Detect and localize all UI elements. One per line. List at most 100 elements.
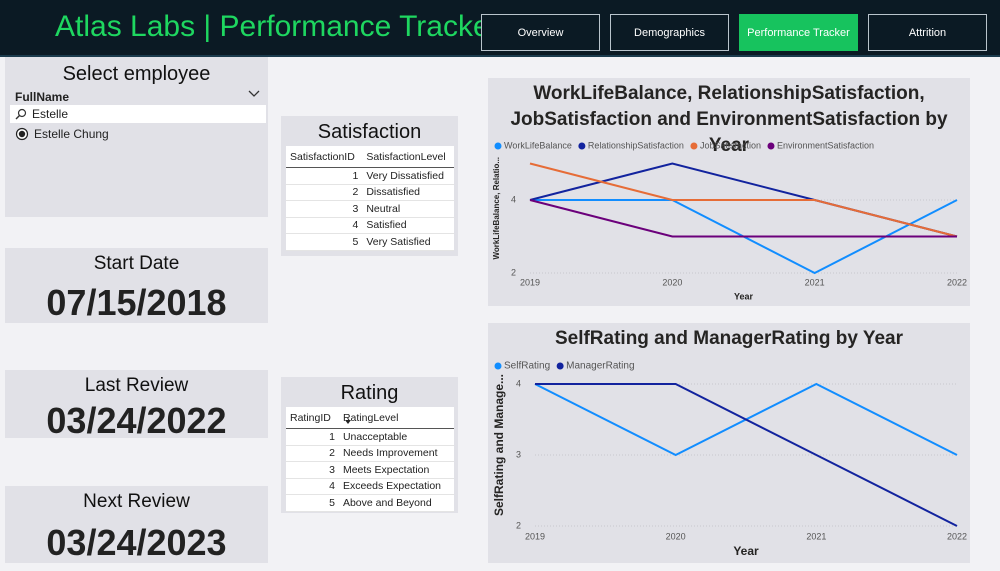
table-row: 3 Neutral <box>286 200 454 218</box>
table-cell: 5 <box>286 233 363 251</box>
table-cell: 1 <box>286 428 339 446</box>
card-label: Start Date <box>93 253 180 274</box>
table-title: Rating <box>340 382 399 404</box>
table-row: 1 Unacceptable <box>286 428 454 446</box>
legend-marker <box>690 142 698 150</box>
table-visual: Satisfaction SatisfactionID SatisfactionL… <box>281 116 458 256</box>
legend-label: WorkLifeBalance <box>504 140 572 150</box>
nav-button[interactable]: Overview <box>481 14 600 51</box>
nav-button[interactable]: Attrition <box>868 14 987 51</box>
legend-marker <box>494 142 502 150</box>
y-tick-label: 3 <box>516 449 521 459</box>
table-row: 5 Very Satisfied <box>286 233 454 251</box>
card: Last Review 03/24/2022 <box>5 370 268 441</box>
nav-button[interactable]: Performance Tracker <box>739 14 858 51</box>
x-axis-title: Year <box>733 544 759 558</box>
table-row: 1 Very Dissatisfied <box>286 167 454 185</box>
legend-label: EnvironmentSatisfaction <box>777 140 874 150</box>
column-header: RatingLevel <box>338 407 454 429</box>
card-value: 07/15/2018 <box>46 282 227 323</box>
table-cell: Needs Improvement <box>338 445 454 462</box>
table-cell: Meets Expectation <box>338 461 454 479</box>
slicer-field: FullName <box>15 90 70 104</box>
y-tick-label: 4 <box>511 194 516 204</box>
card-label: Last Review <box>84 375 189 396</box>
chart: 2 4 2019 2020 2021 2022 Year WorkLifeBalance, R… <box>492 140 967 301</box>
table-cell: Unacceptable <box>338 428 454 446</box>
y-tick-label: 2 <box>516 520 521 530</box>
x-tick-label: 2020 <box>666 531 686 541</box>
table-cell: Above and Beyond <box>338 494 454 512</box>
y-axis-title: SelfRating and Manage... <box>492 374 506 516</box>
chart: 2 3 4 2019 2020 2021 2022 Year SelfRating and Ma… <box>492 361 967 559</box>
table-cell: 4 <box>286 217 363 234</box>
column-header: RatingID <box>286 407 339 429</box>
chart-title: SelfRating and ManagerRating by Year <box>554 328 904 349</box>
search-icon <box>15 108 27 120</box>
table-visual: Rating RatingID RatingLevel 1 Unacceptable 2… <box>281 377 458 513</box>
table-cell: 3 <box>286 200 363 218</box>
table-cell: Very Satisfied <box>362 233 454 251</box>
chart-panel: WorkLifeBalance, RelationshipSatisfactio… <box>488 78 970 306</box>
table-cell: 2 <box>286 445 339 462</box>
legend-marker <box>578 142 586 150</box>
legend-marker <box>494 362 502 370</box>
table-cell: Very Dissatisfied <box>362 167 454 185</box>
table-row: 4 Satisfied <box>286 217 454 234</box>
x-tick-label: 2021 <box>805 277 825 287</box>
table-row: 3 Meets Expectation <box>286 461 454 479</box>
table-cell: Satisfied <box>362 217 454 234</box>
slicer-title: Select employee <box>62 63 211 85</box>
table-row: 2 Needs Improvement <box>286 445 454 462</box>
legend-label: JobSatisfaction <box>700 140 761 150</box>
table-cell: 4 <box>286 478 339 495</box>
table-cell: Exceeds Expectation <box>338 478 454 495</box>
y-tick-label: 2 <box>511 267 516 277</box>
table-cell: 1 <box>286 167 363 185</box>
search-box[interactable]: Estelle <box>10 105 266 123</box>
table-row: 4 Exceeds Expectation <box>286 478 454 495</box>
dropdown-chevron[interactable] <box>248 89 260 99</box>
table-title: Satisfaction <box>317 121 422 143</box>
search-text: Estelle <box>32 107 69 121</box>
table-cell: 3 <box>286 461 339 479</box>
x-tick-label: 2019 <box>520 277 540 287</box>
table-cell: 5 <box>286 494 339 512</box>
card: Start Date 07/15/2018 <box>5 248 268 323</box>
x-tick-label: 2020 <box>662 277 682 287</box>
table-row: 5 Above and Beyond <box>286 494 454 512</box>
table-row: 2 Dissatisfied <box>286 184 454 201</box>
table: SatisfactionID SatisfactionLevel 1 Very Dis… <box>286 146 454 251</box>
card-value: 03/24/2023 <box>46 522 227 563</box>
legend-marker <box>767 142 775 150</box>
column-header: SatisfactionLevel <box>362 146 454 168</box>
header-bar: Atlas Labs | Performance Tracker Overvie… <box>0 0 1000 57</box>
card-value: 03/24/2022 <box>46 400 227 441</box>
table-cell: 2 <box>286 184 363 201</box>
employee-slicer: Select employee FullName Estelle Estelle… <box>5 57 268 217</box>
chart-title: WorkLifeBalance, RelationshipSatisfactio… <box>510 83 948 156</box>
y-tick-label: 4 <box>516 378 521 388</box>
legend-marker <box>556 362 564 370</box>
radio-button[interactable] <box>15 127 29 141</box>
card-label: Next Review <box>83 491 190 512</box>
table: RatingID RatingLevel 1 Unacceptable 2 Needs I… <box>286 407 454 512</box>
series-line <box>529 162 958 238</box>
report-title: Atlas Labs | Performance Tracker <box>55 10 500 43</box>
x-tick-label: 2021 <box>806 531 826 541</box>
legend-label: RelationshipSatisfaction <box>588 140 684 150</box>
nav-button[interactable]: Demographics <box>610 14 729 51</box>
x-tick-label: 2022 <box>947 277 967 287</box>
table-cell: Neutral <box>362 200 454 218</box>
series-line <box>529 199 957 238</box>
x-axis-title: Year <box>734 291 754 301</box>
x-tick-label: 2022 <box>947 531 967 541</box>
series-line <box>535 383 958 527</box>
x-tick-label: 2019 <box>525 531 545 541</box>
legend-label: SelfRating <box>504 361 550 372</box>
legend-label: ManagerRating <box>566 361 634 372</box>
chart-panel: SelfRating and ManagerRating by Year 2 3 4… <box>488 323 970 563</box>
slicer-option[interactable]: Estelle Chung <box>34 127 109 141</box>
y-axis-title: WorkLifeBalance, Relatio... <box>492 157 501 260</box>
